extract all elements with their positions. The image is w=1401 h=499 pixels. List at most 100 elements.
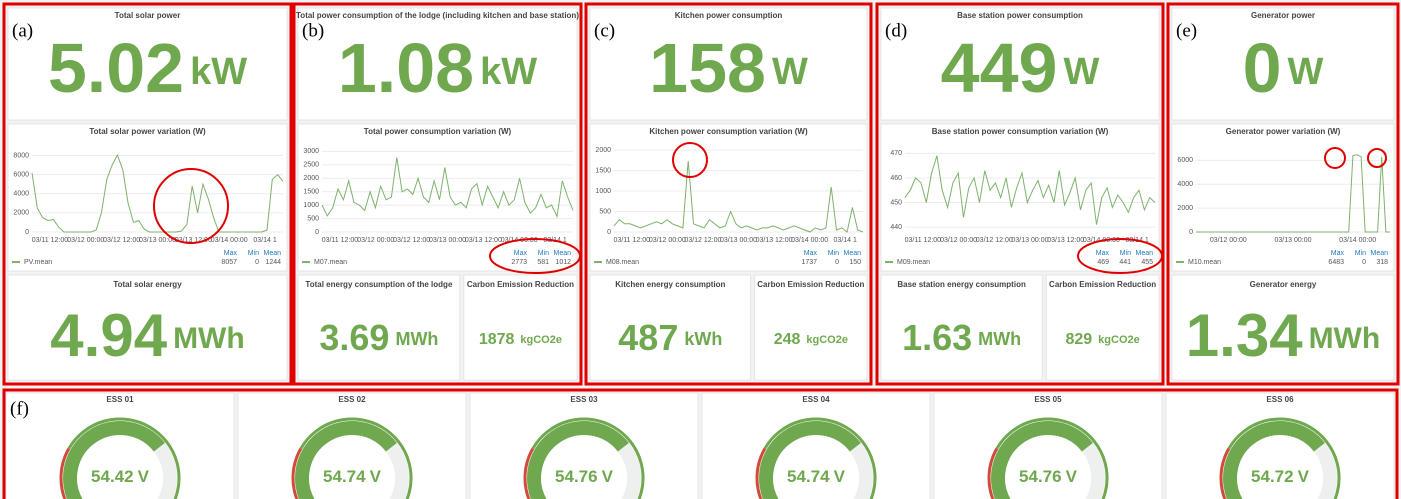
y-tick-label: 6000 [13,172,29,179]
panel-label: (f) [10,398,29,419]
y-tick-label: 0 [607,229,611,236]
highlight-border [2,388,1399,499]
stat-value: 1.08 kW [338,29,537,107]
panel-title: Total power consumption of the lodge (in… [296,11,579,20]
legend-name: M07.mean [314,259,347,266]
x-tick-label: 03/12 12:00 [976,237,1013,244]
chart-title: Base station power consumption variation… [932,127,1109,136]
stat-value: 158 W [649,29,808,107]
series-line [31,153,284,233]
y-tick-label: 2000 [595,147,611,154]
highlight-border [584,2,873,386]
stat-value: 1.63 MWh [902,317,1021,358]
legend-header: Max [1096,250,1110,257]
stat-value: 829 kgCO2e [1065,331,1139,348]
legend-header: Mean [843,250,861,257]
unit: kgCO2e [806,334,848,346]
series-line [1196,154,1390,233]
x-tick-label: 03/14 1 [834,237,857,244]
unit: kW [190,51,247,93]
y-tick-label: 460 [890,175,902,182]
x-tick-label: 03/13 00:00 [720,237,757,244]
panel [589,274,752,381]
panel-title: Kitchen energy consumption [615,280,725,289]
panel-title: Base station power consumption [957,11,1083,20]
legend-value: 6483 [1328,259,1344,266]
x-tick-label: 03/14 00:00 [791,237,828,244]
value: 1.63 [902,317,972,358]
value: 487 [618,317,678,358]
x-tick-label: 03/13 12:00 [1047,237,1084,244]
unit: V [1298,467,1310,486]
panel [880,123,1160,272]
gauge-threshold [1219,447,1231,499]
y-tick-label: 0 [25,229,29,236]
gauge-threshold [755,447,767,499]
legend-value: 318 [1376,259,1388,266]
legend-header: Max [514,250,528,257]
x-tick-label: 03/13 00:00 [1275,237,1312,244]
x-tick-label: 03/12 00:00 [67,237,104,244]
value: 54.76 [555,467,598,486]
panel [1165,392,1395,499]
chart-title: Total solar power variation (W) [89,127,206,136]
legend-header: Mean [553,250,571,257]
y-tick-label: 2000 [1177,205,1193,212]
legend-value: 581 [537,259,549,266]
panel [5,392,235,499]
gauge-fill [295,421,397,499]
panel [297,7,578,121]
y-tick-label: 1500 [595,167,611,174]
gauge-value: 54.76 V [1019,467,1078,486]
gauge-threshold [59,447,71,499]
annotations [153,142,1387,274]
unit: W [1288,51,1324,93]
panel [237,392,467,499]
stat-value: 1.34 MWh [1186,302,1380,369]
legend-name: M09.mean [897,259,930,266]
y-tick-label: 4000 [1177,181,1193,188]
legend-name: M10.mean [1188,259,1221,266]
panel [297,274,461,381]
panel-title: Generator power [1251,11,1315,20]
stat-value: 3.69 MWh [319,317,438,358]
legend-value: 1244 [265,259,281,266]
highlight-circle [672,142,708,178]
unit: V [138,467,150,486]
legend-header: Min [1120,250,1131,257]
stat-value: 5.02 kW [48,29,247,107]
value: 248 [774,331,801,348]
panel-title: Carbon Emission Reduction [757,280,864,289]
gauge-value: 54.72 V [1251,467,1310,486]
legend-header: Min [1355,250,1366,257]
unit: MWh [395,329,438,349]
panel-label: (a) [12,20,33,41]
y-tick-label: 2500 [303,162,319,169]
gauge-title: ESS 02 [338,395,366,404]
highlight-circle [1077,238,1163,274]
stat-value: 248 kgCO2e [774,331,848,348]
y-tick-label: 6000 [1177,157,1193,164]
gauge-title: ESS 04 [802,395,830,404]
x-tick-label: 03/12 00:00 [649,237,686,244]
legend-value: 8057 [221,259,237,266]
x-tick-label: 03/12 00:00 [940,237,977,244]
panel-label: (c) [594,20,615,41]
highlight-border [875,2,1165,386]
y-tick-label: 450 [890,199,902,206]
panel-title: Total solar energy [113,280,182,289]
panel [7,274,288,381]
highlight-border [292,2,583,386]
y-tick-label: 4000 [13,191,29,198]
x-tick-label: 03/14 1 [253,237,276,244]
value: 3.69 [319,317,389,358]
x-tick-label: 03/11 12:00 [905,237,942,244]
value: 4.94 [50,302,167,369]
panel [1171,274,1395,381]
panel [7,123,288,272]
unit: kgCO2e [1098,334,1140,346]
chart-title: Total power consumption variation (W) [364,127,512,136]
gauge-fill [527,421,629,499]
